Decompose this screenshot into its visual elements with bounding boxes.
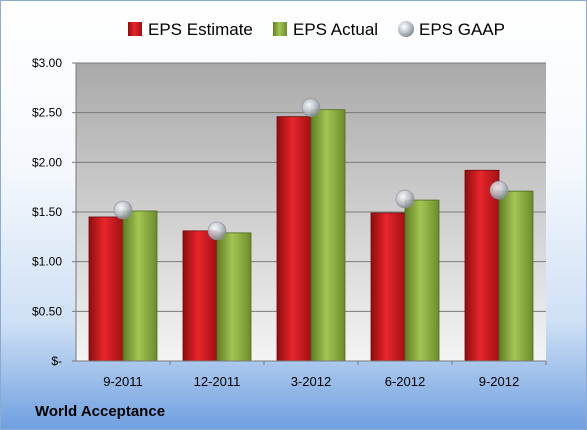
bar-eps-estimate	[464, 169, 500, 362]
y-tick-label: $0.50	[32, 304, 62, 318]
bar-eps-actual	[216, 232, 252, 362]
x-tick-label: 9-2012	[479, 374, 519, 389]
bar-eps-actual	[498, 190, 534, 362]
bar-eps-estimate	[88, 216, 124, 362]
legend-label: EPS GAAP	[419, 20, 505, 39]
marker-eps-gaap	[395, 189, 415, 209]
marker-eps-gaap	[489, 180, 509, 200]
x-tick-label: 3-2012	[291, 374, 331, 389]
x-tick-label: 12-2011	[194, 374, 241, 389]
legend-swatch-eps-gaap	[398, 21, 414, 37]
y-tick-label: $-	[51, 354, 62, 368]
x-tick-label: 6-2012	[385, 374, 425, 389]
bar-eps-actual	[122, 210, 158, 362]
y-tick-label: $1.00	[32, 255, 62, 269]
bar-eps-actual	[404, 199, 440, 362]
y-tick-label: $3.00	[32, 56, 62, 70]
bar-eps-actual	[310, 109, 346, 362]
marker-eps-gaap	[207, 221, 227, 241]
y-tick-label: $2.00	[32, 155, 62, 169]
bar-eps-estimate	[370, 212, 406, 362]
x-tick-label: 9-2011	[103, 374, 143, 389]
company-label: World Acceptance	[35, 403, 166, 420]
legend-swatch-eps-actual	[273, 22, 287, 36]
marker-eps-gaap	[113, 200, 133, 220]
legend-swatch-eps-estimate	[128, 22, 142, 36]
bar-eps-estimate	[182, 230, 218, 362]
y-tick-label: $1.50	[32, 205, 62, 219]
legend-label: EPS Estimate	[148, 20, 253, 39]
marker-eps-gaap	[301, 98, 321, 117]
eps-chart: $- $0.50 $1.00 $1.50 $2.00 $2.50 $3.00 9-2011 12…	[32, 20, 547, 389]
y-tick-label: $2.50	[32, 106, 62, 120]
legend-label: EPS Actual	[293, 20, 378, 39]
bar-eps-estimate	[276, 116, 312, 362]
